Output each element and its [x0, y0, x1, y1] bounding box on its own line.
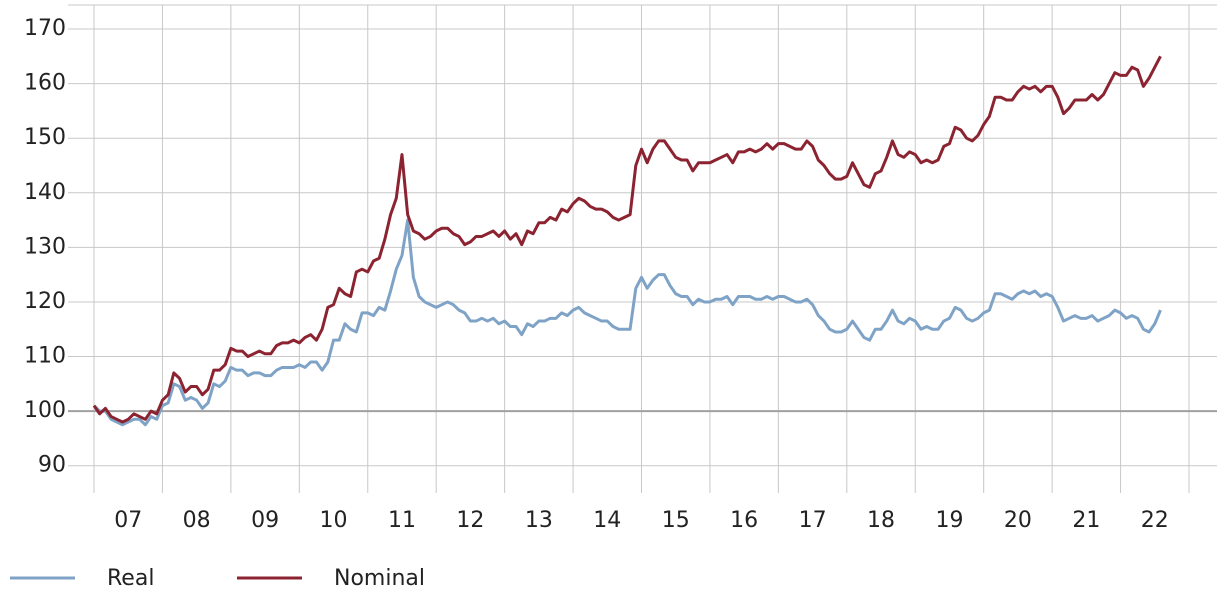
x-tick-label: 18 [867, 508, 895, 533]
x-tick-label: 22 [1141, 508, 1169, 533]
x-tick-label: 07 [114, 508, 142, 533]
y-tick-label: 120 [24, 289, 66, 314]
x-tick-label: 19 [935, 508, 963, 533]
x-tick-label: 12 [456, 508, 484, 533]
y-tick-label: 130 [24, 234, 66, 259]
x-tick-label: 20 [1004, 508, 1032, 533]
y-tick-label: 110 [24, 344, 66, 369]
legend-label: Real [107, 566, 154, 591]
y-tick-label: 90 [38, 453, 66, 478]
series-line [92, 218, 1162, 427]
x-tick-label: 10 [320, 508, 348, 533]
legend-label: Nominal [334, 566, 425, 591]
x-tick-label: 16 [730, 508, 758, 533]
x-tick-label: 13 [525, 508, 553, 533]
x-tick-label: 09 [251, 508, 279, 533]
y-tick-label: 160 [24, 71, 66, 96]
y-tick-label: 140 [24, 180, 66, 205]
x-tick-label: 08 [183, 508, 211, 533]
x-tick-label: 21 [1072, 508, 1100, 533]
y-tick-label: 100 [24, 398, 66, 423]
x-tick-label: 17 [799, 508, 827, 533]
y-tick-label: 150 [24, 125, 66, 150]
x-tick-label: 14 [593, 508, 621, 533]
y-tick-label: 170 [24, 16, 66, 41]
x-tick-label: 11 [388, 508, 416, 533]
x-tick-label: 15 [662, 508, 690, 533]
series-line [92, 55, 1162, 424]
